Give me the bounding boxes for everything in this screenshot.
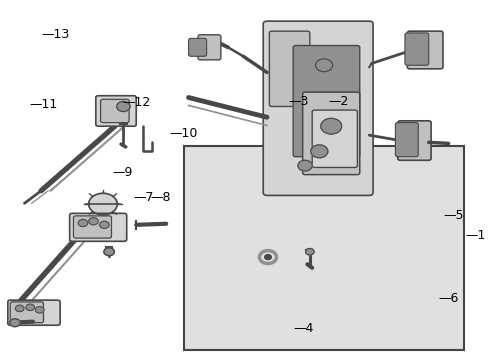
Circle shape (88, 193, 117, 215)
Text: —10: —10 (169, 127, 198, 140)
Text: —12: —12 (122, 96, 150, 109)
Circle shape (78, 220, 87, 226)
FancyBboxPatch shape (407, 31, 442, 69)
Text: —11: —11 (29, 98, 58, 111)
Text: —6: —6 (437, 292, 458, 305)
FancyBboxPatch shape (183, 146, 464, 350)
FancyBboxPatch shape (8, 300, 60, 325)
Text: —4: —4 (293, 322, 313, 335)
Text: —3: —3 (288, 95, 308, 108)
FancyBboxPatch shape (73, 216, 111, 238)
FancyBboxPatch shape (10, 302, 43, 323)
Circle shape (264, 255, 271, 260)
Text: —5: —5 (442, 210, 463, 222)
FancyBboxPatch shape (263, 21, 372, 195)
Circle shape (10, 319, 20, 327)
Circle shape (16, 305, 24, 312)
Circle shape (310, 145, 327, 158)
FancyBboxPatch shape (302, 92, 359, 175)
FancyBboxPatch shape (188, 39, 206, 56)
Text: —1: —1 (465, 229, 485, 242)
Circle shape (320, 118, 341, 134)
FancyBboxPatch shape (269, 31, 309, 107)
Circle shape (305, 248, 313, 255)
Circle shape (297, 160, 311, 171)
Circle shape (117, 102, 130, 112)
FancyBboxPatch shape (395, 123, 417, 157)
FancyBboxPatch shape (69, 213, 126, 241)
Circle shape (103, 248, 114, 256)
Circle shape (26, 304, 34, 311)
FancyBboxPatch shape (101, 99, 129, 123)
Circle shape (35, 307, 44, 313)
Circle shape (315, 59, 332, 72)
FancyBboxPatch shape (96, 96, 136, 126)
Text: —7: —7 (134, 192, 154, 204)
Text: —13: —13 (41, 28, 69, 41)
FancyBboxPatch shape (293, 45, 359, 157)
Circle shape (100, 221, 109, 228)
FancyBboxPatch shape (404, 33, 428, 65)
FancyBboxPatch shape (311, 110, 357, 167)
Text: —2: —2 (328, 95, 348, 108)
FancyBboxPatch shape (198, 35, 221, 60)
Text: —8: —8 (150, 192, 171, 204)
Text: —9: —9 (112, 166, 133, 179)
Circle shape (88, 218, 98, 225)
FancyBboxPatch shape (397, 121, 430, 160)
